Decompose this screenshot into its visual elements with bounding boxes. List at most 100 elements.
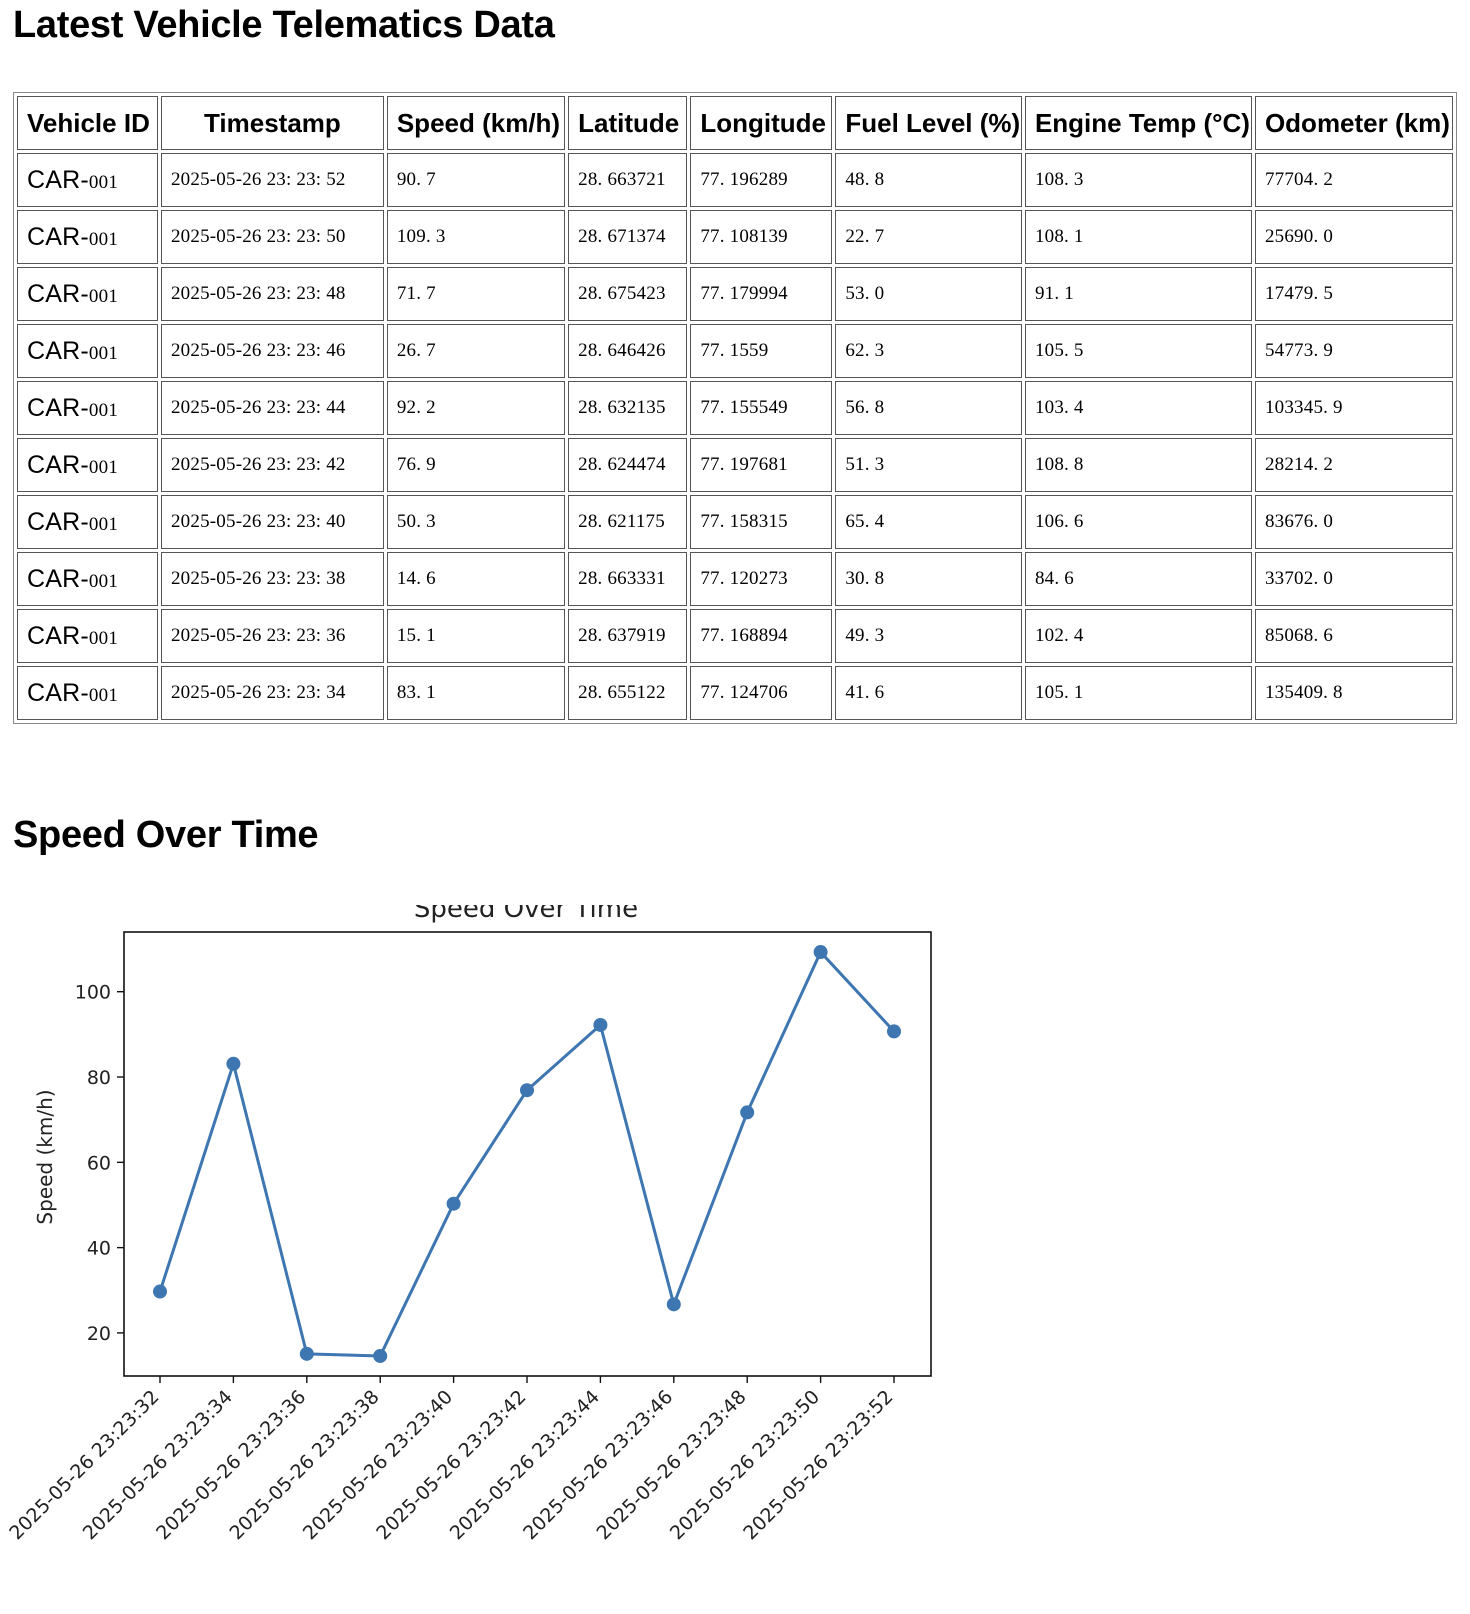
cell-fuel-level: 53. 0 [835, 267, 1022, 321]
vehicle-id-prefix: CAR- [27, 279, 89, 308]
y-tick-label: 80 [87, 1067, 111, 1089]
col-header-fuel-level: Fuel Level (%) [835, 96, 1022, 150]
cell-vehicle-id: CAR-001 [17, 324, 158, 378]
cell-fuel-level: 22. 7 [835, 210, 1022, 264]
data-point [666, 1297, 681, 1312]
vehicle-id-prefix: CAR- [27, 621, 89, 650]
cell-engine-temp: 105. 1 [1024, 666, 1252, 720]
cell-latitude: 28. 675423 [568, 267, 688, 321]
x-tick-label: 2025-05-26 23:23:32 [5, 1386, 163, 1544]
table-row: CAR-001 2025-05-26 23: 23: 50 109. 3 28. 67… [17, 210, 1453, 264]
cell-odometer: 25690. 0 [1254, 210, 1453, 264]
cell-vehicle-id: CAR-001 [17, 267, 158, 321]
cell-latitude: 28. 646426 [568, 324, 688, 378]
chart-plot-area [123, 931, 932, 1377]
cell-engine-temp: 108. 8 [1024, 438, 1252, 492]
cell-longitude: 77. 196289 [690, 153, 833, 207]
cell-vehicle-id: CAR-001 [17, 666, 158, 720]
cell-longitude: 77. 124706 [690, 666, 833, 720]
cell-speed: 90. 7 [386, 153, 566, 207]
cell-latitude: 28. 663331 [568, 552, 688, 606]
cell-vehicle-id: CAR-001 [17, 495, 158, 549]
cell-latitude: 28. 663721 [568, 153, 688, 207]
cell-vehicle-id: CAR-001 [17, 552, 158, 606]
cell-odometer: 83676. 0 [1254, 495, 1453, 549]
y-tick-label: 60 [87, 1152, 111, 1174]
cell-odometer: 103345. 9 [1254, 381, 1453, 435]
cell-engine-temp: 108. 3 [1024, 153, 1252, 207]
cell-fuel-level: 49. 3 [835, 609, 1022, 663]
cell-longitude: 77. 197681 [690, 438, 833, 492]
cell-speed: 109. 3 [386, 210, 566, 264]
vehicle-id-number: 001 [88, 342, 119, 364]
cell-odometer: 17479. 5 [1254, 267, 1453, 321]
vehicle-id-prefix: CAR- [27, 450, 89, 479]
cell-fuel-level: 51. 3 [835, 438, 1022, 492]
col-header-timestamp: Timestamp [160, 96, 384, 150]
cell-speed: 92. 2 [386, 381, 566, 435]
cell-longitude: 77. 1559 [690, 324, 833, 378]
chart-series-speed [153, 945, 901, 1363]
y-tick-label: 20 [87, 1323, 111, 1345]
y-tick-label: 40 [87, 1238, 111, 1260]
table-row: CAR-001 2025-05-26 23: 23: 46 26. 7 28. 646… [17, 324, 1453, 378]
chart-title: Speed Over Time [414, 905, 638, 924]
cell-speed: 76. 9 [386, 438, 566, 492]
cell-vehicle-id: CAR-001 [17, 153, 158, 207]
cell-timestamp: 2025-05-26 23: 23: 44 [160, 381, 384, 435]
col-header-vehicle-id: Vehicle ID [17, 96, 158, 150]
cell-odometer: 135409. 8 [1254, 666, 1453, 720]
vehicle-id-prefix: CAR- [27, 165, 89, 194]
data-point [226, 1056, 241, 1071]
cell-speed: 26. 7 [386, 324, 566, 378]
cell-engine-temp: 106. 6 [1024, 495, 1252, 549]
vehicle-id-number: 001 [88, 228, 119, 250]
cell-latitude: 28. 621175 [568, 495, 688, 549]
cell-engine-temp: 105. 5 [1024, 324, 1252, 378]
page-title: Latest Vehicle Telematics Data [13, 4, 555, 46]
cell-odometer: 28214. 2 [1254, 438, 1453, 492]
cell-engine-temp: 108. 1 [1024, 210, 1252, 264]
cell-longitude: 77. 155549 [690, 381, 833, 435]
cell-odometer: 54773. 9 [1254, 324, 1453, 378]
cell-fuel-level: 30. 8 [835, 552, 1022, 606]
cell-timestamp: 2025-05-26 23: 23: 52 [160, 153, 384, 207]
cell-vehicle-id: CAR-001 [17, 210, 158, 264]
table-row: CAR-001 2025-05-26 23: 23: 44 92. 2 28. 632… [17, 381, 1453, 435]
cell-latitude: 28. 637919 [568, 609, 688, 663]
cell-engine-temp: 84. 6 [1024, 552, 1252, 606]
vehicle-id-prefix: CAR- [27, 393, 89, 422]
x-tick-label: 2025-05-26 23:23:42 [372, 1386, 530, 1544]
table-row: CAR-001 2025-05-26 23: 23: 40 50. 3 28. 621… [17, 495, 1453, 549]
vehicle-id-number: 001 [88, 456, 119, 478]
table-row: CAR-001 2025-05-26 23: 23: 36 15. 1 28. 637… [17, 609, 1453, 663]
cell-speed: 83. 1 [386, 666, 566, 720]
cell-longitude: 77. 179994 [690, 267, 833, 321]
vehicle-id-prefix: CAR- [27, 222, 89, 251]
cell-engine-temp: 91. 1 [1024, 267, 1252, 321]
cell-timestamp: 2025-05-26 23: 23: 36 [160, 609, 384, 663]
data-point [153, 1284, 167, 1299]
x-tick-label: 2025-05-26 23:23:40 [299, 1386, 457, 1544]
data-point [520, 1083, 534, 1098]
y-tick-label: 100 [75, 982, 111, 1004]
chart-y-ticks: 20 40 60 80 100 [75, 982, 124, 1345]
data-point [373, 1348, 388, 1363]
cell-longitude: 77. 108139 [690, 210, 833, 264]
vehicle-id-number: 001 [88, 684, 119, 706]
cell-fuel-level: 65. 4 [835, 495, 1022, 549]
x-tick-label: 2025-05-26 23:23:50 [666, 1386, 824, 1544]
cell-engine-temp: 102. 4 [1024, 609, 1252, 663]
chart-y-axis-label: Speed (km/h) [33, 1089, 57, 1224]
vehicle-id-number: 001 [88, 171, 119, 193]
col-header-engine-temp: Engine Temp (°C) [1024, 96, 1252, 150]
x-tick-label: 2025-05-26 23:23:46 [519, 1386, 677, 1544]
cell-odometer: 85068. 6 [1254, 609, 1453, 663]
cell-timestamp: 2025-05-26 23: 23: 34 [160, 666, 384, 720]
table-row: CAR-001 2025-05-26 23: 23: 52 90. 7 28. 663… [17, 153, 1453, 207]
cell-longitude: 77. 168894 [690, 609, 833, 663]
vehicle-id-number: 001 [88, 513, 119, 535]
vehicle-id-number: 001 [88, 627, 119, 649]
x-tick-label: 2025-05-26 23:23:36 [152, 1386, 310, 1544]
speed-over-time-chart: Speed Over Time Speed (km/h) 20 40 60 80 100… [5, 905, 932, 1544]
